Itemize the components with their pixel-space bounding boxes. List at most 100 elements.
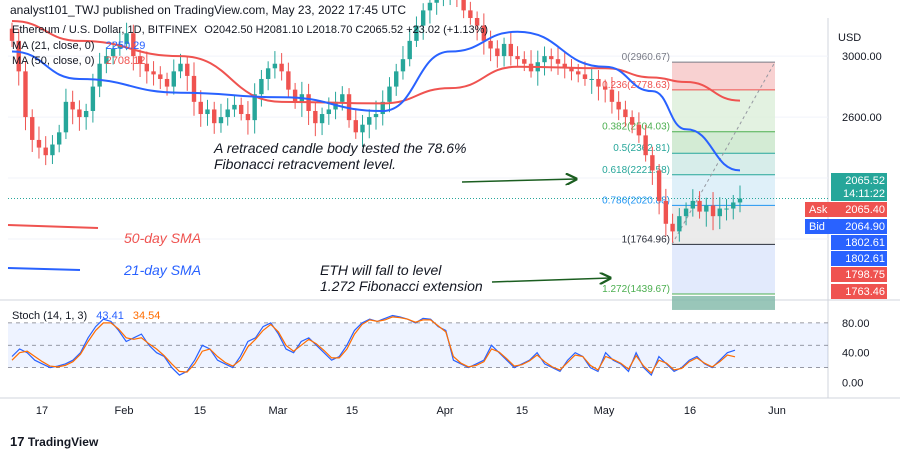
candle-body — [629, 117, 635, 125]
price-tag-prefix-bg — [805, 202, 831, 217]
candle-body — [636, 124, 642, 136]
ma21-label: MA (21, close, 0) — [12, 40, 95, 52]
candle-body — [596, 78, 601, 87]
stoch-tick-label: 80.00 — [842, 318, 870, 330]
price-tag-bg — [831, 284, 887, 299]
candle-body — [212, 109, 217, 124]
fib-extension-zone — [672, 295, 775, 310]
tradingview-brand: TradingView — [27, 435, 99, 449]
fib-zone — [672, 244, 775, 294]
price-tag-value: 1763.46 — [845, 286, 885, 298]
price-tag-bg — [831, 235, 887, 250]
time-tick-label: May — [594, 405, 615, 417]
candle-body — [569, 68, 574, 72]
candle-body — [582, 74, 588, 79]
candle-body — [508, 43, 514, 57]
candle-body — [481, 25, 487, 41]
candle-body — [185, 63, 190, 76]
candle-body — [319, 114, 325, 124]
candle-body — [144, 63, 150, 72]
fib-level-label: 0(2960.67) — [622, 52, 670, 63]
candle-body — [380, 101, 385, 115]
candle-body — [474, 18, 480, 26]
stoch-legend[interactable]: Stoch (14, 1, 3) 43.41 34.54 — [12, 310, 160, 322]
symbol-ohlc: O2042.50 H2081.10 L2018.70 C2065.52 +23.… — [204, 24, 489, 36]
candle-body — [690, 200, 696, 209]
symbol-name: Ethereum / U.S. Dollar, 1D, BITFINEX — [12, 24, 198, 36]
price-tag-bg — [831, 219, 887, 234]
fib-zone — [672, 131, 775, 154]
candle-body — [151, 71, 156, 75]
candle-body — [245, 114, 251, 121]
candle-body — [731, 202, 736, 209]
fib-level-label: 0.618(2221.58) — [602, 165, 670, 176]
candle-body — [205, 109, 210, 115]
symbol-legend: Ethereum / U.S. Dollar, 1D, BITFINEX O20… — [12, 24, 488, 36]
candle-body — [232, 104, 237, 110]
candle-body — [292, 89, 298, 102]
candle-body — [279, 63, 284, 72]
candle-body — [56, 132, 62, 145]
fall-line-1: ETH will fall to level — [320, 262, 442, 278]
candle-body — [522, 59, 527, 64]
candle-body — [501, 43, 507, 57]
candle-body — [427, 2, 433, 11]
ma21-legend[interactable]: MA (21, close, 0) 2250.29 — [12, 40, 145, 52]
tradingview-logo[interactable]: 17 TradingView — [10, 434, 98, 449]
candle-body — [353, 120, 358, 133]
fib-level-label: 0.5(2362.81) — [613, 143, 670, 154]
fib-level-label: 0.382(2504.03) — [602, 122, 670, 133]
candle-body — [191, 75, 197, 102]
candle-body — [70, 101, 75, 110]
price-tag-countdown: 14:11:22 — [843, 188, 885, 200]
candle-body — [683, 208, 689, 217]
candle-body — [555, 59, 561, 64]
candle-body — [50, 144, 55, 156]
ma50-value: 2708.12 — [105, 55, 146, 67]
candle-body — [30, 117, 35, 140]
candle-body — [468, 10, 473, 18]
candle-body — [265, 68, 271, 79]
candle-body — [650, 155, 655, 171]
stoch-tick-label: 40.00 — [842, 348, 870, 360]
sma21-annotation: 21-day SMA — [124, 262, 202, 278]
candle-body — [576, 71, 581, 75]
candle-body — [724, 208, 729, 210]
time-tick-label: Apr — [436, 405, 453, 417]
stoch-d-line — [11, 316, 736, 374]
candle-body — [90, 86, 96, 111]
candle-body — [110, 48, 116, 57]
time-tick-label: Feb — [115, 405, 134, 417]
ma50-line — [11, 20, 741, 105]
candle-body — [360, 124, 365, 133]
retrace-line-1: A retraced candle body tested the 78.6% — [214, 140, 467, 156]
candle-body — [400, 59, 406, 72]
candle-body — [313, 110, 318, 124]
price-tag-prefix: Bid — [809, 221, 825, 233]
candle-body — [198, 101, 203, 115]
candle-body — [137, 56, 143, 64]
candle-body — [602, 86, 608, 90]
price-tag-value: 1802.61 — [845, 253, 885, 265]
candle-body — [164, 78, 170, 87]
candle-body — [340, 94, 345, 102]
candle-body — [16, 40, 21, 72]
retrace-annotation: A retraced candle body tested the 78.6% … — [214, 140, 466, 172]
price-tag-prefix: Ask — [809, 204, 828, 216]
candle-body — [407, 40, 412, 60]
sma50-sample-line — [7, 224, 99, 229]
candle-body — [259, 78, 264, 95]
candle-body — [373, 114, 379, 118]
sma50-annotation: 50-day SMA — [124, 230, 202, 246]
candle-body — [616, 101, 621, 110]
fib-trend-line — [671, 61, 776, 245]
fib-level-label: 1.272(1439.67) — [602, 284, 670, 295]
candle-body — [83, 110, 89, 118]
candle-body — [77, 109, 82, 118]
time-tick-label: 16 — [684, 405, 696, 417]
candle-body — [461, 0, 466, 11]
price-tag-value: 1802.61 — [845, 237, 885, 249]
fib-zone — [672, 174, 775, 206]
ma50-legend[interactable]: MA (50, close, 0) 2708.12 — [12, 55, 145, 67]
